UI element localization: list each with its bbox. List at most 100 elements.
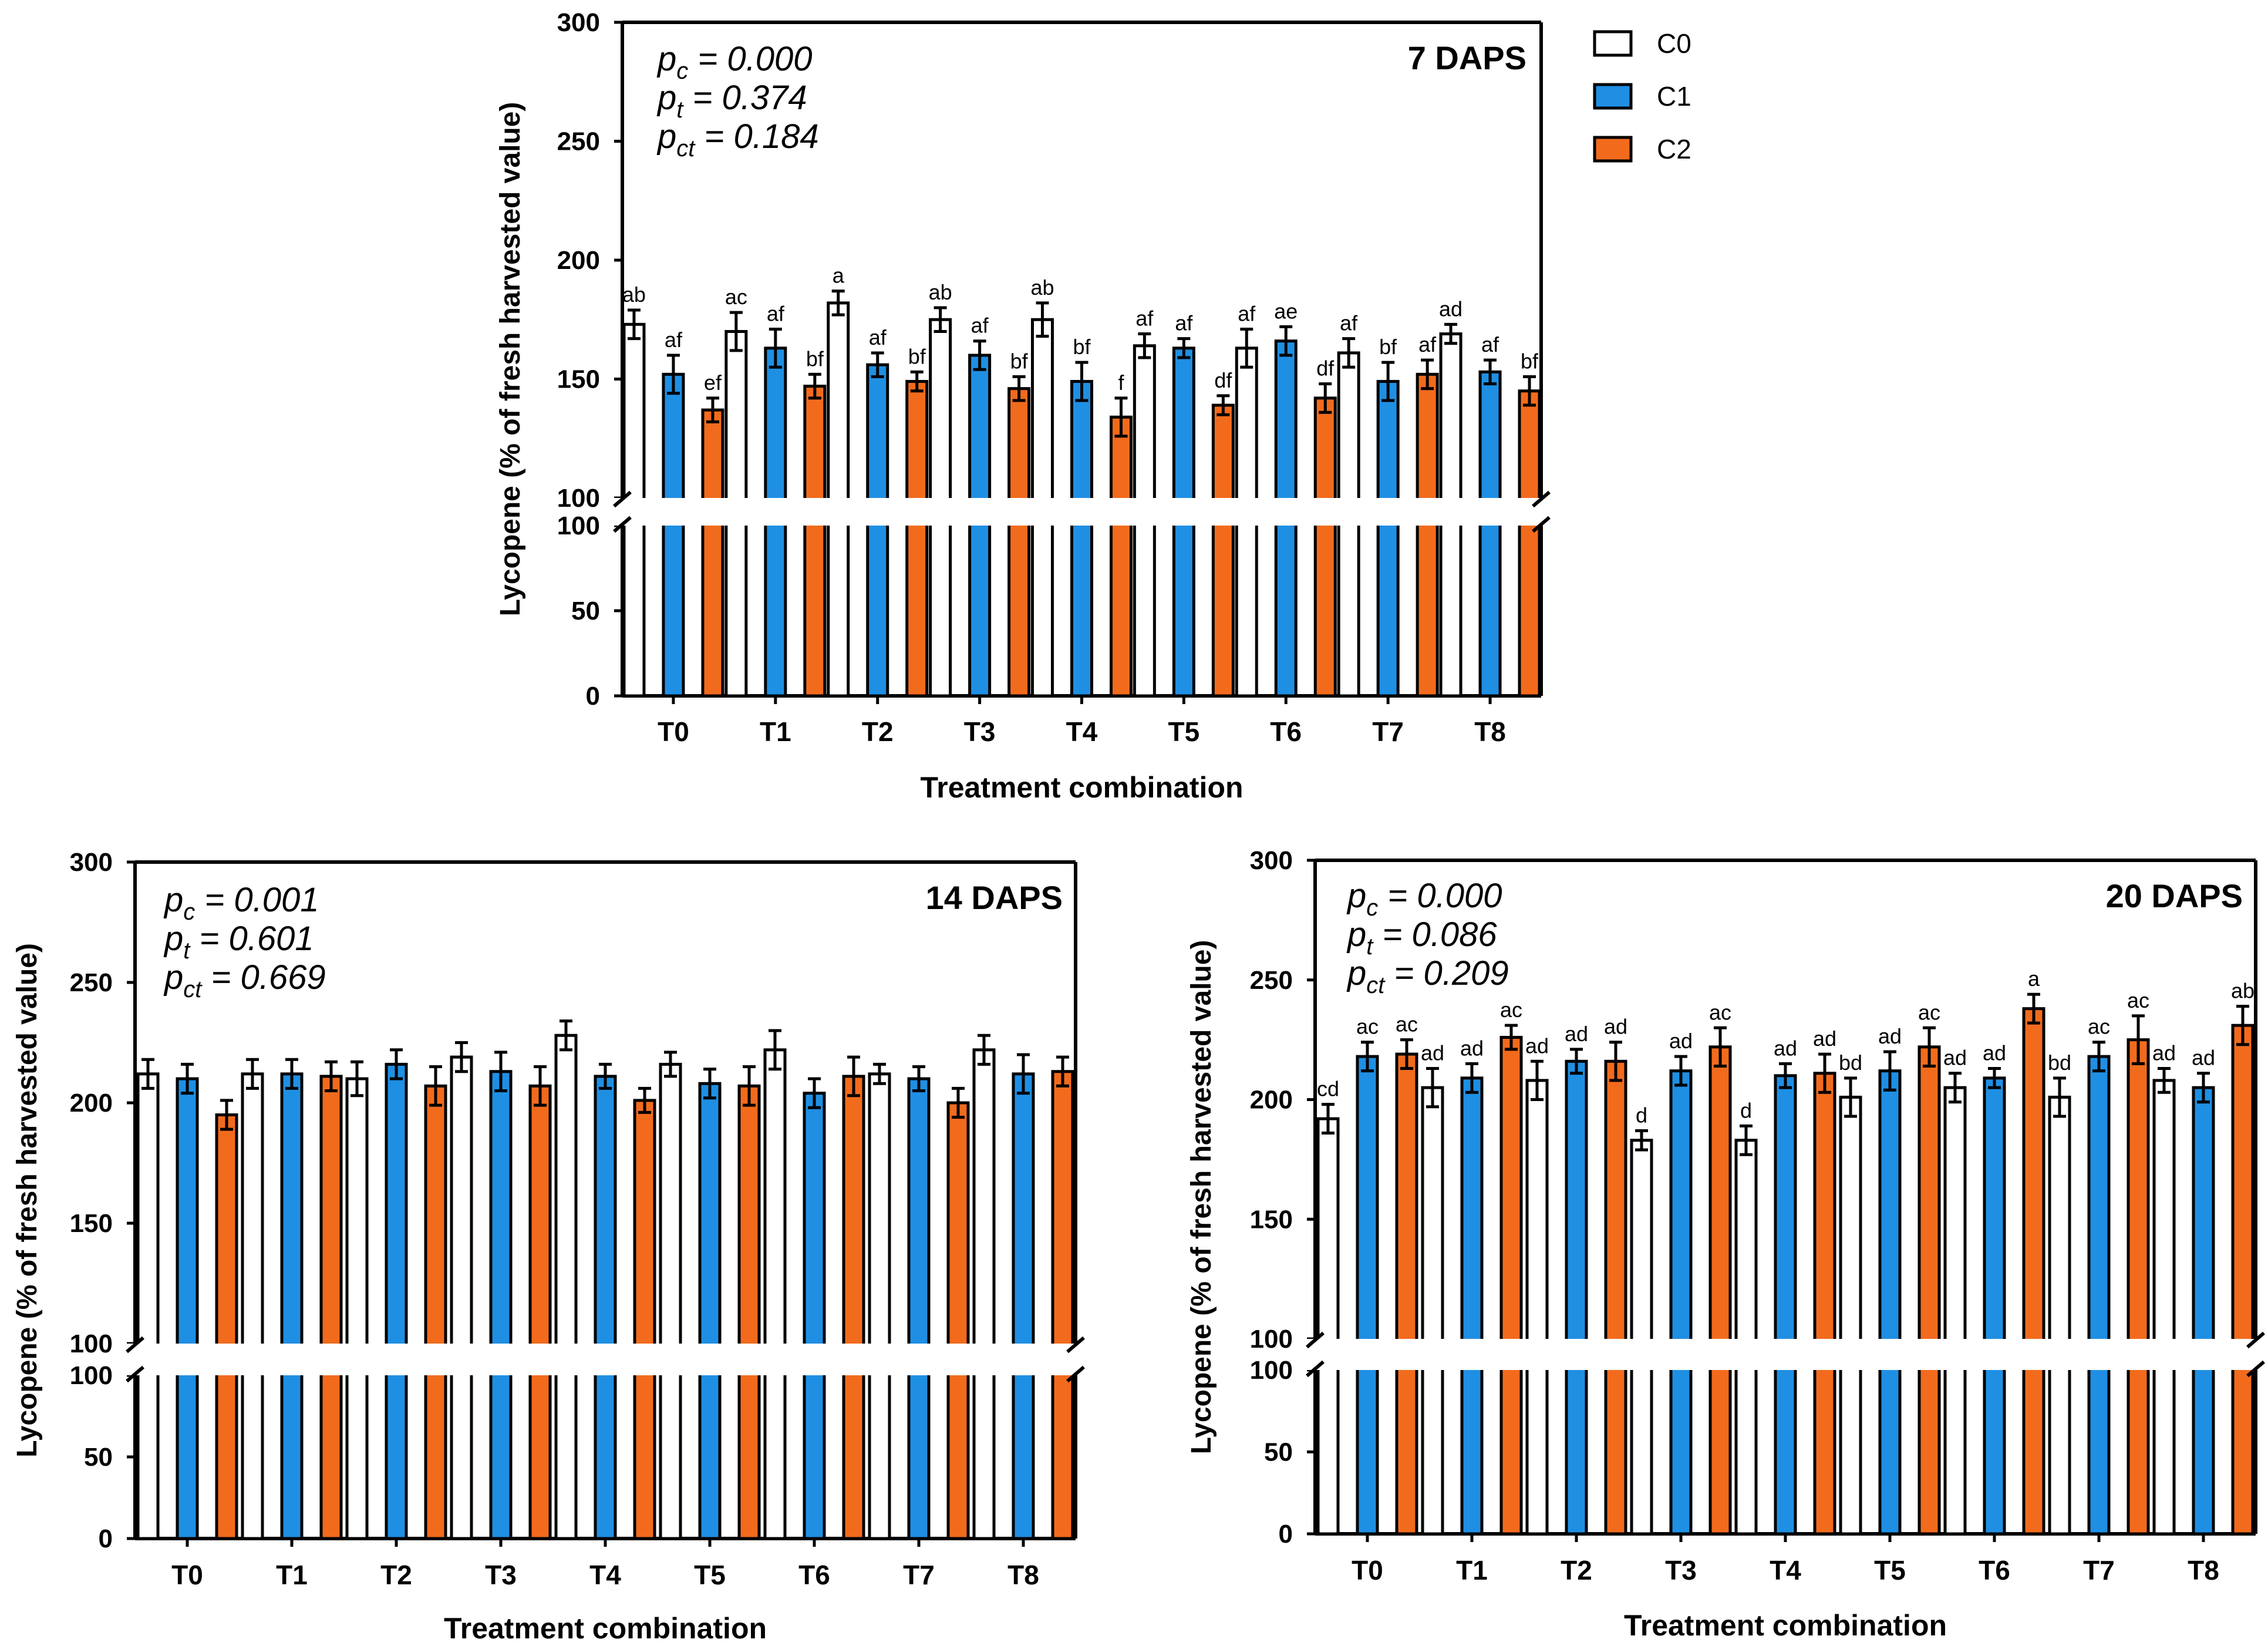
x-tick-label: T6 — [1270, 716, 1302, 747]
significance-label-C1-T6: ad — [1983, 1041, 2006, 1065]
bar-C2-T8 — [2231, 1024, 2254, 1536]
significance-label-C1-T5: af — [1175, 311, 1193, 335]
bar-C0-T4 — [1734, 1139, 1758, 1536]
bar-C0-T6 — [1943, 1086, 1967, 1536]
bar-C2-T5 — [1917, 1045, 1941, 1536]
bar-C0-T1 — [241, 1072, 264, 1540]
y-tick-label: 0 — [99, 1524, 113, 1553]
bar-C0-T1 — [1421, 1086, 1444, 1536]
bar-C2-T8 — [1051, 1070, 1074, 1540]
bar-C0-T3 — [1630, 1139, 1653, 1536]
legend-label-C0: C0 — [1657, 28, 1691, 59]
axis-break-mark — [126, 1365, 144, 1383]
axis-break-gap — [1302, 1339, 2268, 1370]
axis-break-mark — [2246, 1331, 2265, 1349]
stat-subscript: ct — [1366, 972, 1386, 998]
bar-C2-T4 — [1110, 415, 1133, 698]
significance-label-C0-T6: af — [1238, 301, 1256, 325]
stat-symbol: p — [656, 79, 676, 117]
significance-label-C2-T2: bf — [908, 344, 926, 368]
bar-C2-T5 — [1211, 403, 1235, 698]
x-tick-label: T5 — [1874, 1555, 1906, 1586]
bar-C1-T1 — [1460, 1076, 1484, 1536]
significance-label-C1-T0: ac — [1356, 1015, 1379, 1039]
stat-symbol: p — [163, 958, 183, 997]
x-tick-label: T3 — [964, 716, 996, 747]
stat-t: pt = 0.374 — [656, 79, 807, 123]
bar-C0-T0 — [1316, 1117, 1340, 1536]
stat-c: pc = 0.000 — [1346, 877, 1502, 921]
x-tick-label: T8 — [1474, 716, 1506, 747]
axis-break-mark — [1532, 516, 1551, 533]
axis-break-mark — [2246, 1360, 2265, 1378]
x-tick-label: T8 — [1007, 1560, 1039, 1590]
significance-label-C2-T4: ad — [1813, 1026, 1836, 1051]
significance-label-C0-T4: ab — [1030, 275, 1054, 299]
significance-label-C0-T2: ad — [1525, 1034, 1549, 1058]
y-tick-label: 150 — [1250, 1205, 1293, 1234]
significance-label-C1-T3: ad — [1669, 1029, 1693, 1053]
stat-subscript: t — [183, 938, 191, 964]
legend: C0 C1 C2 — [1593, 28, 1691, 164]
significance-label-C1-T8: ad — [2192, 1046, 2215, 1070]
bar-C1-T5 — [698, 1082, 722, 1540]
bar-C2-T0 — [1395, 1052, 1418, 1536]
bar-C0-T6 — [763, 1048, 787, 1540]
significance-label-C0-T0: cd — [1317, 1077, 1339, 1101]
x-axis-label: Treatment combination — [1624, 1609, 1947, 1642]
stat-value: = 0.669 — [201, 958, 325, 997]
significance-label-C2-T5: df — [1214, 368, 1232, 392]
stat-subscript: t — [676, 97, 684, 123]
significance-label-C0-T2: a — [833, 264, 845, 288]
legend-swatch-C1 — [1593, 83, 1633, 110]
bar-C1-T8 — [1012, 1072, 1035, 1540]
bar-C2-T6 — [842, 1075, 865, 1540]
panel-title: 14 DAPS — [926, 879, 1063, 916]
x-tick-label: T0 — [171, 1560, 203, 1590]
stat-subscript: c — [676, 58, 688, 84]
chart-panel-7-daps: 100 150 200 250 300 0 50 100 Lycopene (% of fres… — [495, 8, 1554, 804]
significance-label-C1-T2: ad — [1565, 1022, 1588, 1046]
panel-title: 7 DAPS — [1408, 39, 1526, 76]
bar-C2-T4 — [633, 1099, 656, 1540]
axis-break-gap — [609, 498, 1554, 526]
bar-C1-T3 — [1669, 1069, 1693, 1536]
bar-C0-T0 — [136, 1072, 160, 1540]
bar-C1-T8 — [2192, 1086, 2215, 1536]
significance-label-C2-T5: ac — [1918, 1000, 1940, 1024]
significance-label-C2-T3: bf — [1010, 349, 1029, 373]
stat-symbol: p — [656, 40, 676, 78]
stat-subscript: c — [1366, 895, 1378, 921]
axis-break-mark — [1532, 490, 1551, 508]
stat-value: = 0.184 — [695, 117, 818, 156]
bar-C2-T2 — [424, 1084, 447, 1540]
y-tick-label: 200 — [1250, 1086, 1293, 1115]
significance-label-C2-T0: ef — [704, 371, 722, 395]
y-tick-label: 100 — [70, 1361, 113, 1390]
x-tick-label: T3 — [1665, 1555, 1697, 1586]
bar-C2-T3 — [1708, 1045, 1732, 1536]
significance-label-C1-T6: ae — [1274, 299, 1298, 323]
x-tick-label: T5 — [694, 1560, 726, 1590]
bar-C2-T7 — [2127, 1038, 2150, 1536]
stat-subscript: ct — [676, 136, 696, 161]
bar-C1-T3 — [489, 1070, 513, 1540]
significance-label-C1-T7: ac — [2088, 1015, 2110, 1039]
bar-C1-T0 — [176, 1077, 199, 1540]
x-tick-label: T0 — [658, 716, 689, 747]
panel-title: 20 DAPS — [2106, 877, 2243, 914]
significance-label-C2-T7: ac — [2127, 988, 2149, 1012]
significance-label-C2-T3: ac — [1709, 1000, 1731, 1024]
y-tick-label: 50 — [571, 597, 600, 625]
x-tick-label: T4 — [589, 1560, 621, 1590]
stat-symbol: p — [163, 881, 183, 919]
significance-label-C1-T2: af — [869, 325, 887, 349]
significance-label-C0-T8: ad — [2152, 1041, 2176, 1065]
y-tick-label: 100 — [557, 484, 600, 513]
bar-C0-T3 — [450, 1055, 473, 1540]
chart-panel-20-daps: 100 150 200 250 300 0 50 100 Lycopene (% of fres… — [1186, 846, 2268, 1642]
stat-symbol: p — [163, 920, 183, 958]
x-tick-label: T2 — [862, 716, 894, 747]
axis-break-mark — [1306, 1331, 1325, 1349]
